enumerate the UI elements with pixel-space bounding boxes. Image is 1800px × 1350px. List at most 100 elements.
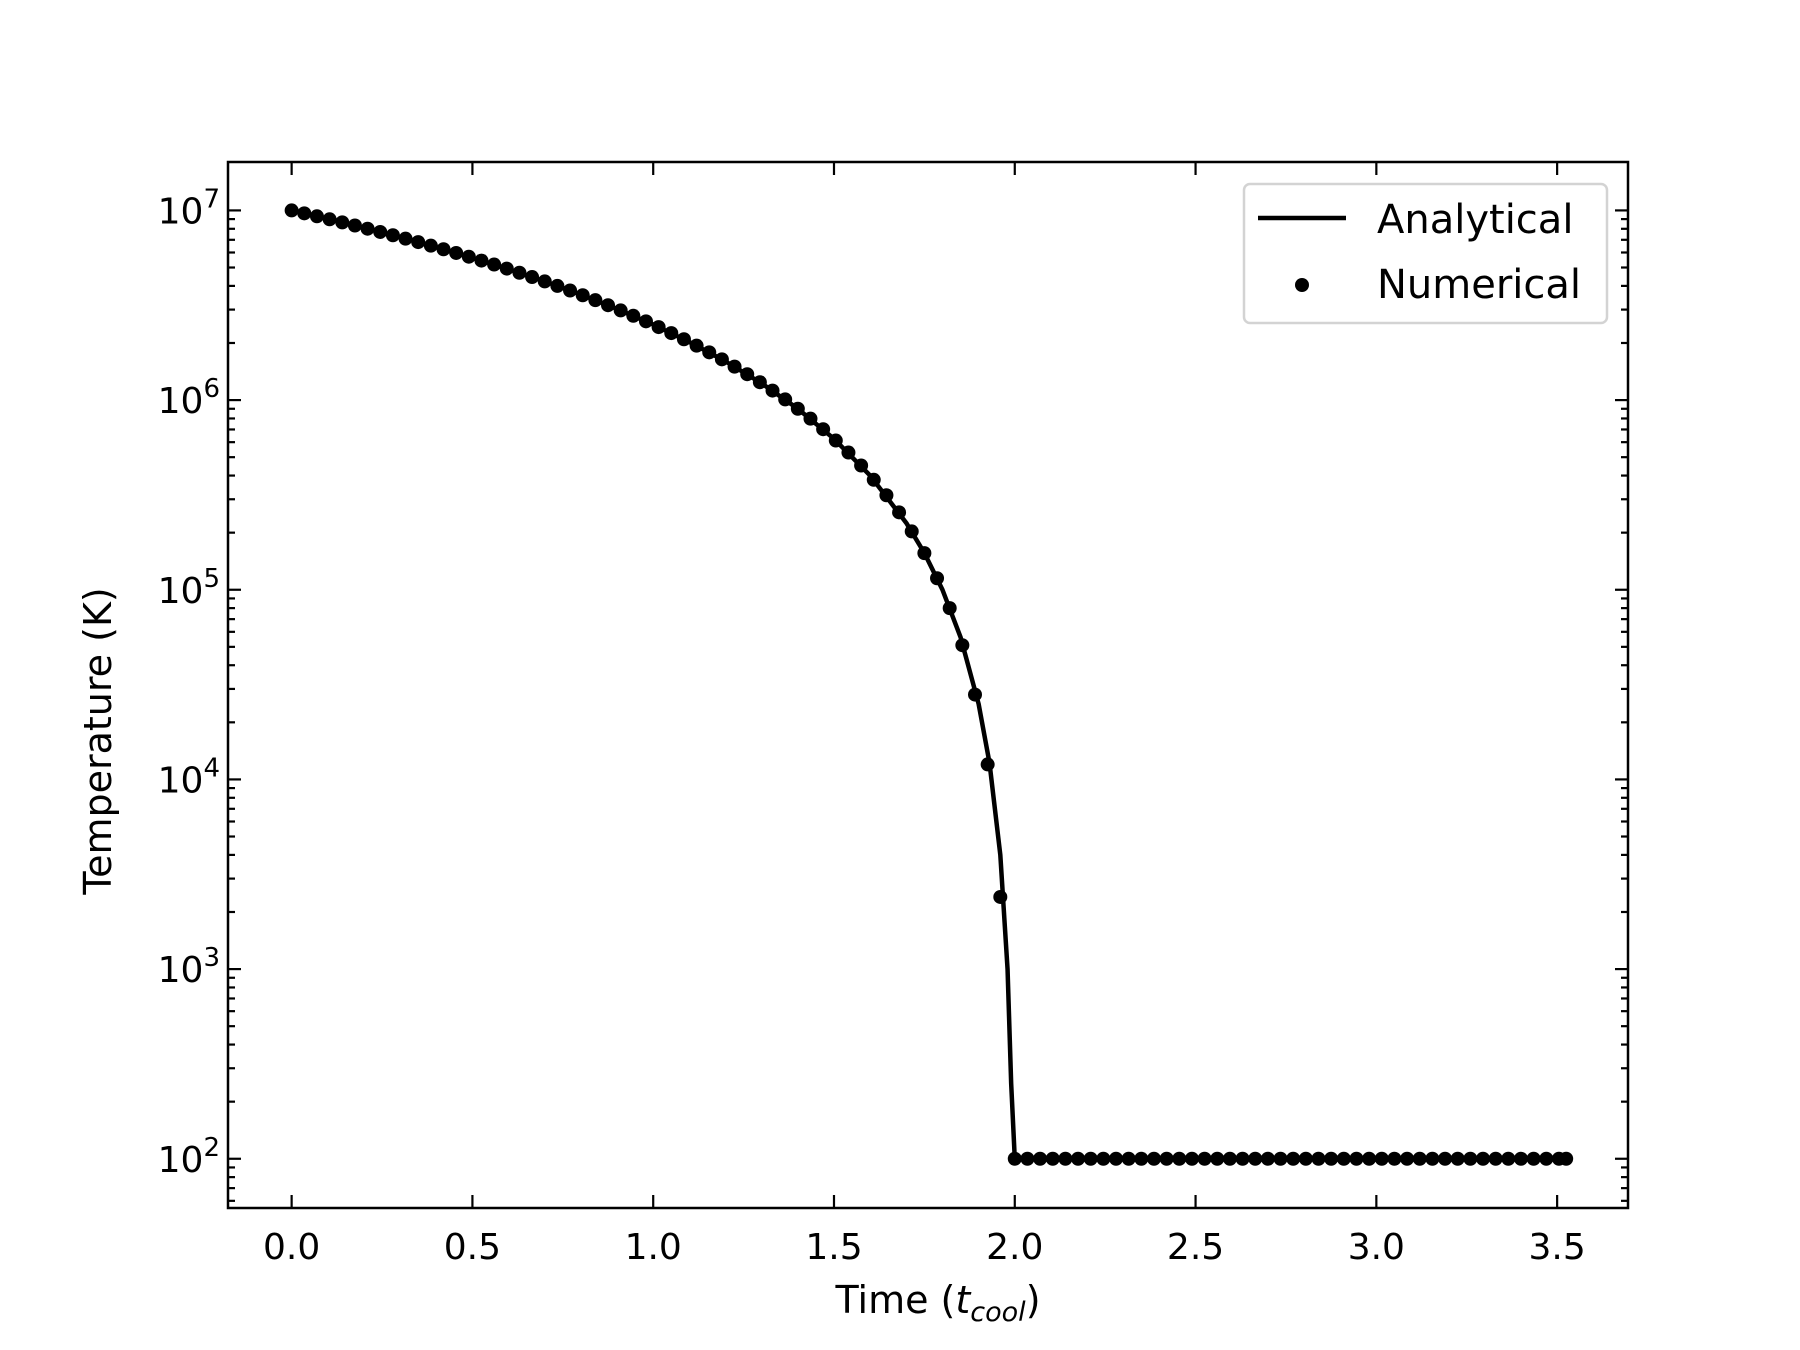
numerical-point: [487, 257, 502, 272]
x-tick-label: 3.0: [1348, 1227, 1405, 1268]
numerical-point: [1438, 1151, 1453, 1166]
numerical-point: [980, 757, 995, 772]
numerical-point: [917, 546, 932, 561]
numerical-point: [993, 889, 1008, 904]
numerical-point: [1387, 1151, 1402, 1166]
numerical-point: [347, 218, 362, 233]
numerical-point: [398, 231, 413, 246]
numerical-point: [1400, 1151, 1415, 1166]
numerical-point: [461, 249, 476, 264]
numerical-point: [1374, 1151, 1389, 1166]
x-tick-label: 2.5: [1167, 1227, 1224, 1268]
y-tick-label: 103: [158, 943, 220, 991]
numerical-point: [828, 433, 843, 448]
numerical-point: [1134, 1151, 1149, 1166]
x-tick-label: 2.0: [986, 1227, 1043, 1268]
numerical-point: [1248, 1151, 1263, 1166]
numerical-point: [284, 203, 299, 218]
numerical-point: [1210, 1151, 1225, 1166]
numerical-point: [1324, 1151, 1339, 1166]
numerical-point: [563, 283, 578, 298]
numerical-point: [879, 488, 894, 503]
numerical-point: [1286, 1151, 1301, 1166]
numerical-point: [752, 375, 767, 390]
y-tick-label: 104: [158, 753, 220, 801]
numerical-point: [550, 278, 565, 293]
numerical-point: [1260, 1151, 1275, 1166]
numerical-point: [1083, 1151, 1098, 1166]
numerical-point: [816, 422, 831, 437]
y-tick-label: 102: [158, 1133, 220, 1181]
y-tick-labels: 102 103 104 105 106 107: [158, 184, 220, 1180]
numerical-point: [1197, 1151, 1212, 1166]
numerical-point: [1222, 1151, 1237, 1166]
numerical-point: [841, 445, 856, 460]
numerical-point: [1513, 1151, 1528, 1166]
numerical-point: [892, 505, 907, 520]
legend-label-analytical: Analytical: [1377, 197, 1573, 243]
numerical-point: [1311, 1151, 1326, 1166]
numerical-point: [1412, 1151, 1427, 1166]
legend: Analytical Numerical: [1242, 182, 1609, 325]
numerical-point: [651, 320, 666, 335]
numerical-point: [436, 242, 451, 257]
numerical-point: [1425, 1151, 1440, 1166]
numerical-point: [1172, 1151, 1187, 1166]
axis-ticks: [228, 162, 1628, 1208]
numerical-point: [525, 270, 540, 285]
numerical-point: [373, 224, 388, 239]
numerical-point: [1033, 1151, 1048, 1166]
plot-area: [284, 203, 1574, 1166]
x-tick-label: 1.5: [805, 1227, 862, 1268]
numerical-point: [1463, 1151, 1478, 1166]
numerical-point: [714, 352, 729, 367]
numerical-point: [1476, 1151, 1491, 1166]
x-tick-label: 0.0: [263, 1227, 320, 1268]
numerical-point: [1349, 1151, 1364, 1166]
numerical-point: [1159, 1151, 1174, 1166]
numerical-point: [1488, 1151, 1503, 1166]
x-tick-label: 0.5: [444, 1227, 501, 1268]
x-tick-label: 3.5: [1528, 1227, 1585, 1268]
numerical-point: [1539, 1151, 1554, 1166]
y-axis-label: Temperature (K): [76, 587, 120, 895]
y-tick-label: 107: [158, 184, 220, 232]
numerical-point: [1362, 1151, 1377, 1166]
plot-frame: [226, 160, 1630, 1210]
numerical-point: [803, 411, 818, 426]
numerical-point: [1121, 1151, 1136, 1166]
numerical-point: [601, 298, 616, 313]
numerical-point: [638, 314, 653, 329]
legend-label-numerical: Numerical: [1377, 262, 1581, 308]
legend-marker-swatch-numerical: [1295, 278, 1309, 292]
numerical-point: [1007, 1151, 1022, 1166]
numerical-point: [1336, 1151, 1351, 1166]
numerical-point: [588, 293, 603, 308]
numerical-point: [499, 261, 514, 276]
numerical-point: [423, 238, 438, 253]
numerical-point: [1235, 1151, 1250, 1166]
numerical-point: [702, 345, 717, 360]
numerical-point: [1501, 1151, 1516, 1166]
numerical-point: [1071, 1151, 1086, 1166]
numerical-point: [790, 401, 805, 416]
numerical-point: [449, 245, 464, 260]
numerical-point: [727, 359, 742, 374]
numerical-point: [626, 308, 641, 323]
numerical-point: [537, 274, 552, 289]
numerical-point: [854, 458, 869, 473]
numerical-point: [968, 687, 982, 702]
numerical-point: [1058, 1151, 1073, 1166]
numerical-point: [1559, 1151, 1574, 1166]
y-tick-label: 105: [158, 564, 220, 612]
numerical-point: [512, 265, 527, 280]
series-markers-numerical: [284, 203, 1574, 1166]
x-axis-label: Time (tcool): [834, 1278, 1040, 1328]
numerical-point: [575, 288, 590, 303]
x-tick-label: 1.0: [625, 1227, 682, 1268]
numerical-point: [778, 392, 793, 407]
series-line-analytical: [291, 208, 1567, 1162]
numerical-point: [1020, 1151, 1035, 1166]
numerical-point: [904, 524, 919, 539]
